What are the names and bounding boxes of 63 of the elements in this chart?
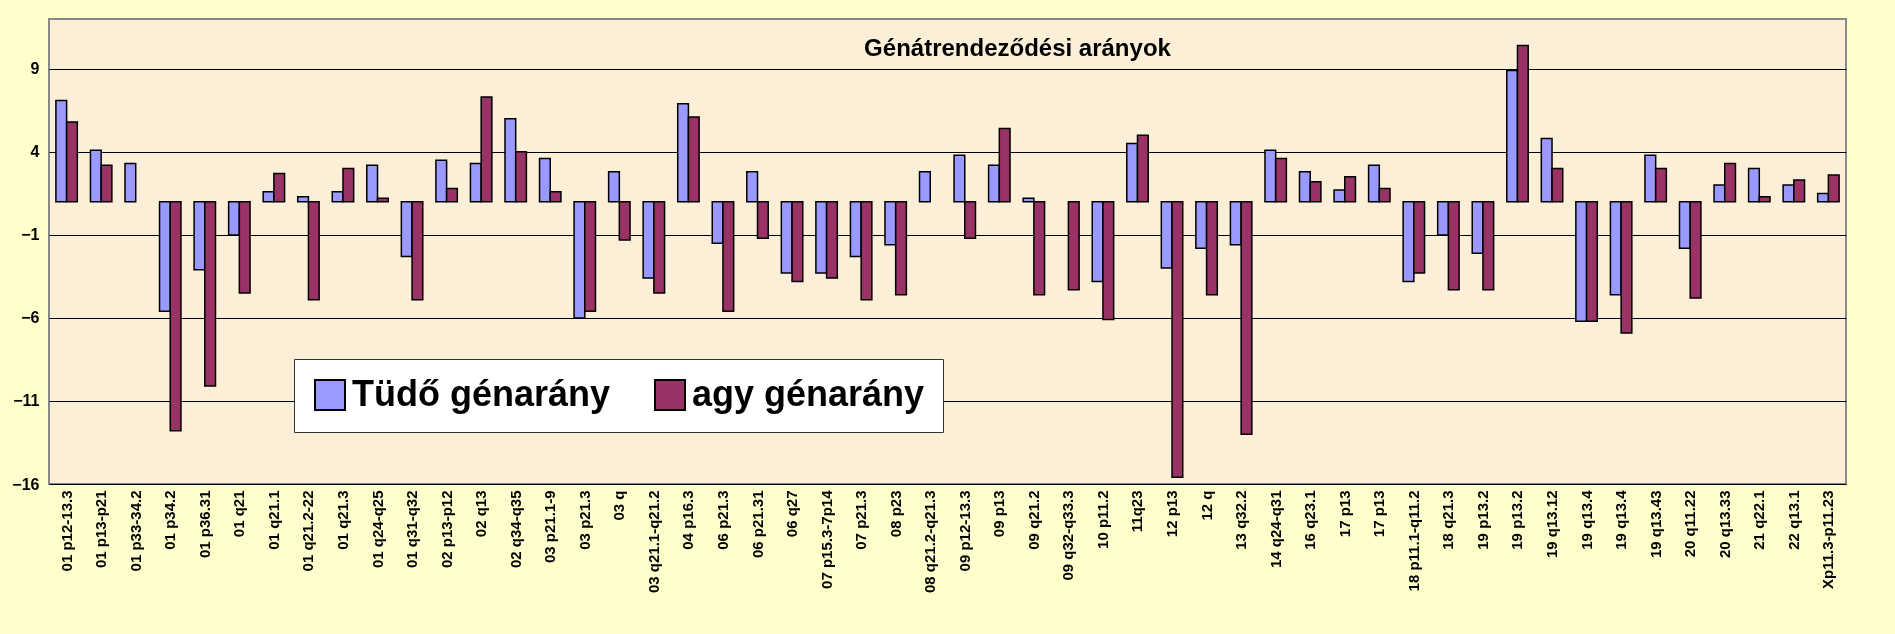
x-tick-label: 19 q13.12 (1543, 490, 1561, 559)
x-tick-label: 01 p34.2 (161, 490, 179, 550)
x-tick-label: 03 p21.1-9 (541, 490, 559, 564)
x-tick-label: 08 p23 (886, 490, 904, 538)
x-tick-label: 12 q (1197, 490, 1215, 521)
x-tick-label: 09 p12-13.3 (955, 490, 973, 572)
x-tick-label: 17 p13 (1335, 490, 1353, 538)
x-tick-label: 02 p13-p12 (437, 490, 455, 569)
x-tick-label: 01 p13-p21 (92, 490, 110, 569)
x-tick-label: 01 q21 (230, 490, 248, 538)
x-tick-label: 12 p13 (1163, 490, 1181, 538)
x-tick-label: 18 q21.3 (1439, 490, 1457, 550)
x-tick-label: 03 q (610, 490, 628, 521)
legend-label: agy génarány (692, 373, 925, 414)
x-tick-label: 04 p16.3 (679, 490, 697, 550)
x-tick-label: 01 p36.31 (195, 490, 213, 559)
y-tick-label: 9 (30, 60, 40, 78)
x-tick-label: 09 q32-q33.3 (1059, 490, 1077, 581)
legend-label: Tüdő génarány (352, 373, 611, 414)
x-tick-label: 19 q13.43 (1646, 490, 1664, 559)
x-tick-label: 01 q21.2-22 (299, 490, 317, 572)
bar (918, 171, 931, 203)
x-tick-label: 03 q21.1-q21.2 (644, 490, 662, 594)
x-tick-label: 20 q11.22 (1681, 490, 1699, 558)
x-tick-label: 03 p21.3 (575, 490, 593, 550)
x-tick-label: 22 q13.1 (1784, 490, 1802, 550)
x-tick-label: 06 q27 (783, 490, 801, 538)
x-tick-label: 19 q13.4 (1577, 489, 1595, 550)
x-tick-label: 14 q24-q31 (1266, 490, 1284, 569)
x-tick-label: 07 p15.3-7p14 (817, 489, 835, 589)
x-tick-label: 01 q21.3 (333, 490, 351, 550)
x-tick-label: 01 q24-q25 (368, 490, 386, 569)
x-tick-label: 08 q21.2-q21.3 (921, 490, 939, 594)
x-tick-label: 01 q21.1 (264, 490, 282, 550)
x-tick-label: 07 p21.3 (852, 490, 870, 550)
x-tick-label: 10 p11.2 (1093, 490, 1111, 549)
y-tick-label: −16 (12, 475, 40, 493)
y-tick-label: −11 (13, 392, 40, 410)
x-tick-label: 18 p11.1-q11.2 (1404, 490, 1422, 592)
y-tick-label: −1 (21, 226, 40, 244)
x-tick-label: 21 q22.1 (1750, 490, 1768, 550)
x-tick-label: 02 q34-q35 (506, 490, 524, 569)
x-tick-label: 02 q13 (472, 490, 490, 538)
x-tick-label: 13 q32.2 (1232, 490, 1250, 550)
text: Génátrendeződési arányok (864, 34, 1172, 61)
x-tick-label: 19 p13.2 (1508, 490, 1526, 550)
x-tick-label: 11q23 (1128, 490, 1146, 533)
x-tick-label: 17 p13 (1370, 490, 1388, 538)
bar (124, 162, 137, 203)
y-tick-label: −6 (21, 309, 40, 327)
x-tick-label: 06 p21.3 (713, 490, 731, 550)
y-tick-label: 4 (30, 143, 40, 161)
x-tick-label: 19 p13.2 (1473, 490, 1491, 550)
x-tick-label: 06 p21.31 (748, 490, 766, 559)
x-tick-label: 09 p13 (990, 490, 1008, 538)
x-tick-label: 01 p12-13.3 (57, 490, 75, 572)
x-tick-label: Xp11.3-p11.23 (1819, 490, 1837, 589)
x-tick-label: 16 q23.1 (1301, 490, 1319, 550)
x-tick-label: 09 q21.2 (1024, 490, 1042, 550)
x-tick-label: 01 q31-q32 (403, 490, 421, 569)
x-tick-label: 19 q13.4 (1612, 489, 1630, 550)
x-tick-label: 20 q13.33 (1715, 490, 1733, 559)
x-tick-label: 01 p33-34.2 (126, 490, 144, 572)
